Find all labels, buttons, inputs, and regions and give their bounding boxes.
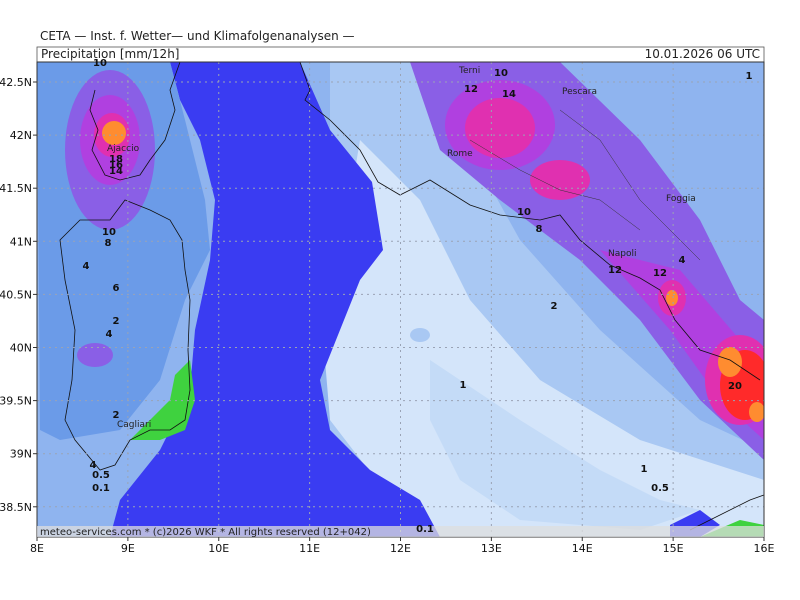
contour-label: 4	[83, 261, 90, 272]
contour-label: 14	[109, 166, 123, 177]
contour-label: 16	[109, 160, 123, 171]
lat-label: 40N	[10, 342, 32, 355]
lat-label: 39.5N	[0, 395, 32, 408]
lon-label: 10E	[208, 542, 229, 555]
city-label: Napoli	[608, 249, 636, 259]
lat-label: 39N	[10, 448, 32, 461]
map-field	[37, 62, 764, 537]
contour-label: 12	[464, 84, 478, 95]
contour-label: 12	[653, 268, 667, 279]
contour-label: 14	[502, 89, 516, 100]
contour-label: 0.5	[651, 483, 669, 494]
lat-label: 41N	[10, 235, 32, 248]
contour-label: 10	[93, 58, 107, 69]
contour-label: 2	[113, 316, 120, 327]
lat-label: 42.5N	[0, 76, 32, 89]
lon-label: 9E	[121, 542, 135, 555]
lon-label: 11E	[299, 542, 320, 555]
lon-label: 8E	[30, 542, 44, 555]
contour-label: 2	[113, 410, 120, 421]
contour-label: 0.1	[92, 483, 110, 494]
contour-label: 0.1	[416, 524, 434, 535]
contour-label: 8	[536, 224, 543, 235]
city-label: Ajaccio	[107, 144, 140, 154]
city-label: Rome	[447, 149, 473, 159]
contour-label: 18	[109, 154, 123, 165]
lon-label: 16E	[754, 542, 775, 555]
institute-title: CETA — Inst. f. Wetter— und Klimafolgena…	[40, 29, 355, 43]
lat-label: 42N	[10, 129, 32, 142]
contour-label: 0.5	[92, 470, 110, 481]
contour-label: 1	[746, 71, 753, 82]
contour-label: 10	[494, 68, 508, 79]
contour-label: 10	[102, 227, 116, 238]
contour-label: 12	[608, 265, 622, 276]
lat-label: 41.5N	[0, 182, 32, 195]
contour-label: 6	[113, 283, 120, 294]
valid-time: 10.01.2026 06 UTC	[645, 47, 760, 61]
city-label: Terni	[458, 66, 480, 76]
contour-label: 8	[105, 238, 112, 249]
lat-label: 38.5N	[0, 501, 32, 514]
contour-label: 20	[728, 381, 742, 392]
graticule	[37, 62, 764, 537]
lon-label: 12E	[390, 542, 411, 555]
lon-label: 15E	[663, 542, 684, 555]
city-label: Foggia	[666, 194, 696, 204]
footer-band	[37, 526, 764, 537]
city-label: Cagliari	[117, 420, 151, 430]
lon-label: 14E	[572, 542, 593, 555]
city-label: Pescara	[562, 87, 597, 97]
lat-label: 40.5N	[0, 288, 32, 301]
lon-label: 13E	[481, 542, 502, 555]
field-title: Precipitation [mm/12h]	[41, 47, 179, 61]
contour-label: 1	[641, 464, 648, 475]
contour-label: 1	[460, 380, 467, 391]
contour-label: 10	[517, 207, 531, 218]
contour-label: 4	[679, 255, 686, 266]
contour-label: 4	[90, 460, 97, 471]
contour-label: 4	[106, 329, 113, 340]
contour-label: 2	[551, 301, 558, 312]
footer-credit: meteo-services.com * (c)2026 WKF * All r…	[40, 527, 371, 538]
